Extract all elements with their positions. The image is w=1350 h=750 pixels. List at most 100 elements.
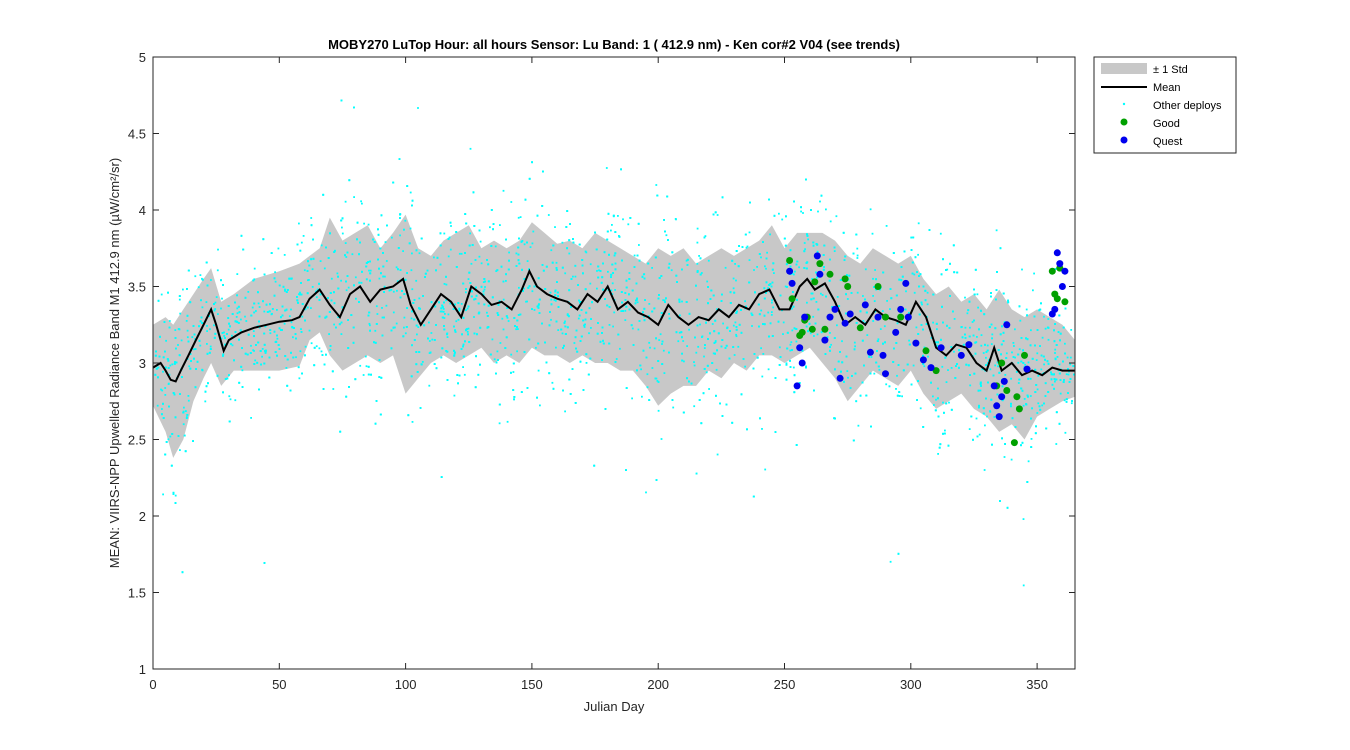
other-deploy-point (939, 443, 942, 446)
other-deploy-point (162, 493, 164, 496)
other-deploy-point (693, 364, 696, 367)
other-deploy-point (667, 239, 669, 241)
other-deploy-point (978, 433, 981, 436)
other-deploy-point (382, 265, 385, 268)
other-deploy-point (170, 464, 173, 467)
other-deploy-point (614, 289, 616, 291)
other-deploy-point (416, 333, 418, 336)
other-deploy-point (1059, 332, 1062, 335)
other-deploy-point (941, 305, 943, 308)
other-deploy-point (455, 320, 458, 323)
other-deploy-point (861, 381, 864, 384)
other-deploy-point (390, 347, 393, 350)
other-deploy-point (651, 267, 653, 269)
other-deploy-point (807, 330, 809, 333)
other-deploy-point (523, 287, 525, 290)
other-deploy-point (447, 313, 450, 316)
other-deploy-point (771, 268, 774, 271)
other-deploy-point (502, 328, 505, 331)
other-deploy-point (518, 262, 521, 265)
other-deploy-point (968, 300, 971, 303)
other-deploy-point (608, 324, 611, 326)
other-deploy-point (798, 266, 800, 269)
other-deploy-point (761, 375, 764, 378)
other-deploy-point (969, 326, 971, 329)
other-deploy-point (895, 342, 898, 344)
other-deploy-point (1003, 321, 1006, 323)
other-deploy-point (990, 398, 993, 401)
other-deploy-point (985, 356, 987, 359)
other-deploy-point (767, 287, 769, 289)
other-deploy-point (1030, 417, 1032, 420)
other-deploy-point (1053, 378, 1056, 380)
other-deploy-point (1033, 315, 1036, 318)
other-deploy-point (1070, 329, 1073, 331)
other-deploy-point (236, 312, 239, 315)
other-deploy-point (299, 350, 302, 353)
other-deploy-point (843, 380, 845, 383)
other-deploy-point (312, 238, 314, 241)
other-deploy-point (997, 349, 1000, 351)
other-deploy-point (285, 291, 288, 293)
other-deploy-point (746, 245, 749, 248)
other-deploy-point (247, 291, 250, 293)
other-deploy-point (319, 260, 322, 262)
other-deploy-point (166, 358, 169, 360)
other-deploy-point (707, 302, 709, 305)
other-deploy-point (1053, 340, 1056, 343)
other-deploy-point (214, 332, 217, 335)
other-deploy-point (837, 360, 840, 363)
other-deploy-point (670, 269, 673, 272)
other-deploy-point (237, 305, 240, 308)
x-axis-label: Julian Day (584, 699, 645, 714)
other-deploy-point (346, 251, 349, 254)
other-deploy-point (853, 348, 856, 351)
other-deploy-point (340, 321, 343, 324)
other-deploy-point (999, 333, 1002, 336)
other-deploy-point (734, 321, 737, 324)
other-deploy-point (318, 282, 320, 285)
other-deploy-point (991, 337, 993, 340)
other-deploy-point (947, 444, 950, 447)
other-deploy-point (599, 340, 602, 343)
other-deploy-point (331, 370, 334, 373)
other-deploy-point (406, 272, 408, 274)
other-deploy-point (564, 272, 567, 275)
other-deploy-point (642, 273, 645, 276)
other-deploy-point (830, 343, 832, 346)
other-deploy-point (849, 387, 852, 389)
other-deploy-point (760, 256, 762, 259)
other-deploy-point (475, 355, 477, 358)
other-deploy-point (986, 344, 989, 347)
other-deploy-point (642, 311, 644, 314)
other-deploy-point (786, 286, 788, 288)
other-deploy-point (758, 253, 761, 255)
other-deploy-point (857, 424, 860, 427)
other-deploy-point (382, 252, 384, 254)
other-deploy-point (1039, 408, 1042, 411)
other-deploy-point (208, 351, 211, 354)
other-deploy-point (631, 289, 634, 292)
quest-point (1056, 260, 1064, 268)
other-deploy-point (1031, 357, 1034, 360)
other-deploy-point (625, 469, 627, 471)
other-deploy-point (664, 301, 666, 303)
other-deploy-point (237, 322, 240, 324)
other-deploy-point (411, 204, 413, 207)
other-deploy-point (163, 321, 166, 323)
other-deploy-point (536, 214, 539, 217)
other-deploy-point (892, 252, 895, 254)
other-deploy-point (912, 236, 915, 239)
other-deploy-point (610, 289, 613, 292)
other-deploy-point (694, 336, 696, 339)
other-deploy-point (982, 412, 985, 415)
other-deploy-point (392, 326, 395, 329)
other-deploy-point (993, 416, 996, 418)
other-deploy-point (984, 424, 986, 427)
other-deploy-point (570, 306, 572, 308)
other-deploy-point (1036, 388, 1039, 391)
other-deploy-point (932, 293, 935, 296)
other-deploy-point (1010, 377, 1012, 380)
other-deploy-point (502, 280, 505, 283)
other-deploy-point (269, 329, 272, 331)
